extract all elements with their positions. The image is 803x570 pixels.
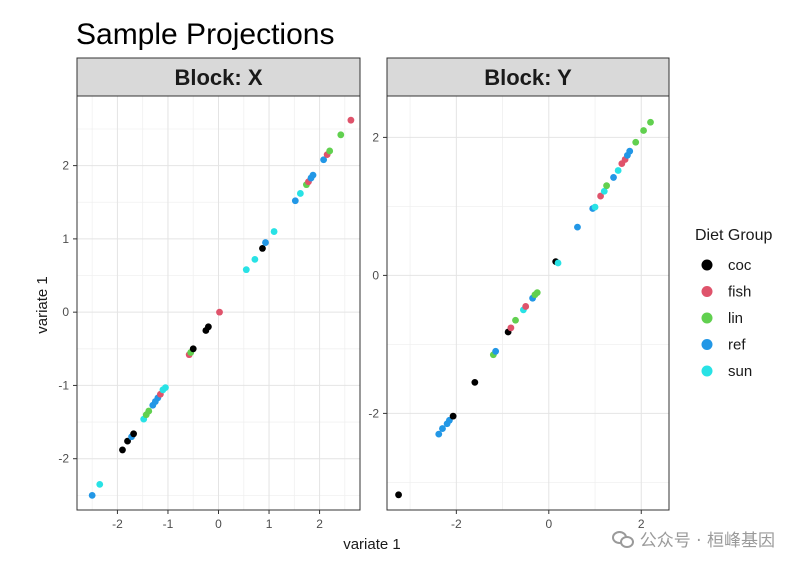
watermark: 公众号 · 桓峰基因 — [611, 526, 775, 551]
x-tick-label: 2 — [638, 517, 645, 531]
x-tick-label: -2 — [112, 517, 123, 531]
chart-title: Sample Projections — [76, 18, 334, 51]
point-ref — [262, 239, 269, 246]
x-tick-label: 2 — [316, 517, 323, 531]
point-coc — [189, 345, 197, 353]
legend-title: Diet Group — [695, 227, 772, 244]
y-tick-label: -2 — [58, 452, 69, 466]
point-ref — [492, 347, 500, 355]
point-ref — [610, 174, 617, 181]
watermark-text: 公众号 · 桓峰基因 — [639, 531, 775, 551]
y-tick-label: 0 — [372, 268, 379, 282]
point-coc — [130, 430, 138, 438]
strip-background — [386, 57, 670, 97]
point-sun — [600, 187, 608, 195]
point-fish — [347, 116, 355, 124]
y-tick-label: 1 — [62, 232, 69, 246]
point-fish — [216, 308, 223, 316]
point-fish — [507, 324, 515, 332]
legend-key-sun — [701, 365, 713, 377]
point-lin — [512, 316, 519, 324]
point-sun — [162, 384, 169, 392]
point-coc — [395, 491, 402, 499]
point-fish — [522, 303, 530, 310]
y-tick-label: 2 — [372, 130, 379, 144]
legend-key-ref — [701, 339, 713, 350]
point-lin — [603, 182, 610, 190]
panel-border — [386, 95, 670, 511]
point-sun — [242, 266, 250, 274]
point-coc — [449, 412, 457, 420]
legend-label-sun: sun — [728, 363, 752, 380]
strip-label: Block: X — [174, 65, 262, 90]
point-lin — [337, 131, 345, 139]
x-axis-label: variate 1 — [343, 536, 401, 553]
legend-label-ref: ref — [728, 337, 746, 354]
panel-1: Block: X -2 -1 0 1 2 -2 -1 0 1 2 — [58, 57, 361, 531]
point-sun — [554, 259, 562, 267]
legend-label-coc: coc — [728, 257, 752, 274]
point-coc — [124, 437, 131, 445]
point-sun — [96, 480, 104, 488]
point-fish — [597, 192, 604, 200]
point-lin — [632, 138, 640, 146]
point-lin — [533, 289, 541, 297]
y-axis-label: variate 1 — [34, 276, 51, 334]
point-lin — [326, 147, 334, 155]
point-lin — [640, 127, 647, 134]
point-sun — [270, 228, 278, 235]
legend-label-lin: lin — [728, 310, 743, 327]
x-tick-label: 0 — [215, 517, 222, 531]
legend-key-fish — [701, 286, 713, 297]
point-sun — [591, 203, 599, 211]
panels: Block: X -2 -1 0 1 2 -2 -1 0 1 2 Block: Y -2 0 2 -2 0 2 — [58, 57, 670, 531]
point-coc — [119, 446, 126, 454]
strip-label: Block: Y — [484, 65, 572, 90]
point-ref — [626, 147, 634, 155]
x-tick-label: -2 — [451, 517, 462, 531]
x-tick-label: 1 — [266, 517, 273, 531]
legend: Diet Group coc fish lin ref sun — [695, 227, 772, 380]
panel-2: Block: Y -2 0 2 -2 0 2 — [368, 57, 670, 531]
legend-key-coc — [701, 259, 713, 271]
point-sun — [296, 190, 304, 197]
point-coc — [259, 245, 266, 252]
panel-border — [76, 95, 361, 511]
point-lin — [647, 118, 654, 126]
y-tick-label: -2 — [368, 406, 379, 420]
y-tick-label: 0 — [62, 305, 69, 319]
wechat-icon — [611, 530, 634, 548]
x-tick-label: 0 — [545, 517, 552, 531]
y-tick-label: 2 — [62, 159, 69, 173]
legend-label-fish: fish — [728, 284, 751, 301]
point-ref — [435, 430, 443, 438]
point-sun — [251, 256, 259, 263]
point-coc — [204, 323, 212, 331]
y-tick-label: -1 — [58, 378, 69, 392]
point-ref — [309, 171, 317, 179]
point-lin — [145, 407, 153, 415]
point-sun — [614, 167, 622, 174]
x-tick-label: -1 — [163, 517, 174, 531]
point-coc — [471, 378, 479, 386]
legend-key-lin — [701, 312, 713, 324]
point-ref — [439, 425, 446, 432]
point-ref — [574, 223, 581, 231]
point-ref — [291, 197, 299, 205]
strip-background — [76, 57, 361, 97]
point-ref — [320, 156, 328, 164]
point-ref — [88, 491, 96, 499]
